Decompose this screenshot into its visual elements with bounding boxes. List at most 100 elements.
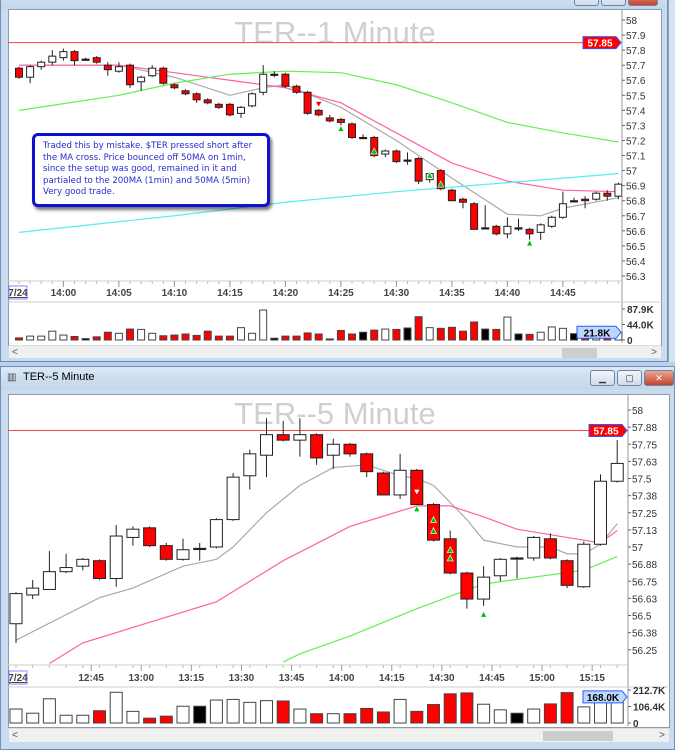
volume-bar: [260, 700, 273, 724]
candle-body: [126, 64, 134, 86]
candle-body: [226, 476, 240, 521]
price-tick-label: 56.6: [626, 227, 646, 238]
bottom-horizontal-scrollbar[interactable]: < >: [9, 728, 669, 742]
candle-body: [414, 158, 423, 182]
top-maximize-button[interactable]: [601, 0, 626, 6]
price-tick-label: 57.38: [632, 492, 657, 503]
volume-bar: [293, 708, 307, 724]
price-tag-label: 57.85: [593, 427, 618, 438]
volume-bar: [459, 330, 467, 341]
volume-bar: [76, 714, 90, 724]
candle-body: [603, 192, 612, 197]
candle-body: [237, 106, 245, 114]
volume-bar: [403, 327, 412, 341]
volume-bar: [126, 710, 140, 724]
candle-body: [514, 227, 523, 230]
candle-body: [42, 571, 56, 590]
candle-body: [493, 558, 507, 577]
candle-body: [170, 84, 179, 89]
price-tick-label: 56.9: [626, 182, 646, 193]
volume-bar: [248, 332, 257, 341]
candle-body: [114, 66, 123, 72]
time-tick-label: 14:05: [106, 288, 132, 299]
candle-body: [325, 117, 334, 122]
volume-bar: [427, 704, 440, 724]
volume-bar: [325, 338, 334, 341]
volume-tick-label: 0: [627, 336, 633, 347]
candle-body: [81, 58, 90, 61]
volume-bar: [393, 698, 407, 724]
volume-bar: [114, 332, 123, 341]
candle-body: [370, 136, 379, 157]
candle-body: [470, 203, 479, 230]
price-tick-label: 56.75: [632, 577, 657, 588]
top-scroll-right-arrow[interactable]: >: [651, 347, 657, 358]
last-volume-tag: 168.0K: [582, 690, 628, 704]
bottom-window-titlebar[interactable]: ▥ TER--5 Minute ▁ ▢ ✕: [1, 367, 674, 389]
volume-bar: [348, 333, 356, 341]
candle-body: [193, 547, 207, 551]
candle-body: [243, 453, 257, 477]
bottom-scroll-right-arrow[interactable]: >: [659, 730, 665, 741]
time-tick-label: 14:15: [217, 288, 243, 299]
candle-body: [547, 216, 556, 227]
candle-body: [393, 469, 407, 496]
volume-bar: [92, 336, 101, 341]
price-tick-label: 56.25: [632, 646, 657, 657]
bottom-minimize-button[interactable]: ▁: [590, 370, 615, 386]
price-tick-label: 57.7: [626, 61, 646, 72]
buy-signal-triangle-icon: [446, 554, 454, 562]
volume-bar: [577, 706, 591, 724]
price-tick-label: 56.38: [632, 629, 657, 640]
time-tick-label: 14:40: [495, 288, 521, 299]
volume-tick-label: 44.0K: [627, 321, 654, 332]
price-tick-label: 57.9: [626, 31, 646, 42]
candle-body: [447, 189, 456, 202]
top-scroll-left-arrow[interactable]: <: [12, 347, 18, 358]
candle-body: [614, 183, 622, 197]
candle-body: [192, 93, 201, 101]
candle-body: [9, 593, 23, 625]
top-scroll-thumb[interactable]: [562, 348, 597, 358]
top-minimize-button[interactable]: [574, 0, 599, 6]
candle-body: [159, 545, 173, 560]
candle-body: [203, 99, 212, 104]
volume-bar: [193, 705, 207, 724]
top-horizontal-scrollbar[interactable]: < >: [9, 345, 661, 358]
candle-body: [103, 64, 112, 71]
bottom-scroll-thumb[interactable]: [543, 731, 613, 741]
volume-bar: [176, 705, 190, 724]
volume-bar: [270, 337, 279, 341]
bottom-scroll-left-arrow[interactable]: <: [12, 730, 18, 741]
candle-body: [359, 136, 368, 140]
candle-body: [527, 536, 541, 559]
volume-bar: [59, 714, 73, 724]
time-tick-label: 13:15: [179, 673, 205, 684]
date-label-box: [8, 285, 28, 300]
volume-bar: [9, 708, 23, 724]
volume-bar: [392, 328, 401, 341]
moving-average-line: [15, 464, 618, 641]
bottom-maximize-button[interactable]: ▢: [617, 370, 642, 386]
volume-bar: [148, 332, 157, 341]
time-tick-label: 13:45: [279, 673, 305, 684]
candle-body: [70, 51, 79, 62]
volume-bar: [15, 337, 23, 341]
price-tick-label: 57.88: [632, 423, 657, 434]
candle-body: [259, 73, 268, 93]
volume-bar: [159, 715, 173, 724]
price-tick-label: 57.3: [626, 121, 646, 132]
volume-bar: [292, 335, 301, 341]
time-tick-label: 12:45: [78, 673, 104, 684]
top-window-titlebar[interactable]: [1, 0, 667, 9]
date-label-box: [8, 670, 28, 685]
time-tick-label: 14:20: [273, 288, 299, 299]
bottom-close-button[interactable]: ✕: [644, 370, 674, 386]
time-tick-label: 14:25: [328, 288, 354, 299]
candle-body: [310, 434, 324, 459]
volume-bar: [103, 331, 112, 341]
volume-bar: [514, 333, 523, 341]
moving-average-line: [282, 556, 618, 663]
top-close-button[interactable]: [628, 0, 658, 6]
buy-signal-triangle-icon: [430, 526, 437, 534]
